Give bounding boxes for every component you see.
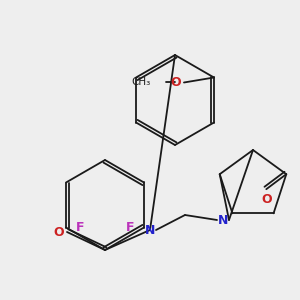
Text: O: O — [54, 226, 64, 238]
Text: F: F — [76, 221, 84, 234]
Text: O: O — [171, 76, 181, 89]
Text: F: F — [126, 221, 134, 234]
Text: CH₃: CH₃ — [132, 77, 151, 88]
Text: N: N — [218, 214, 228, 226]
Text: O: O — [261, 193, 272, 206]
Text: N: N — [145, 224, 155, 236]
